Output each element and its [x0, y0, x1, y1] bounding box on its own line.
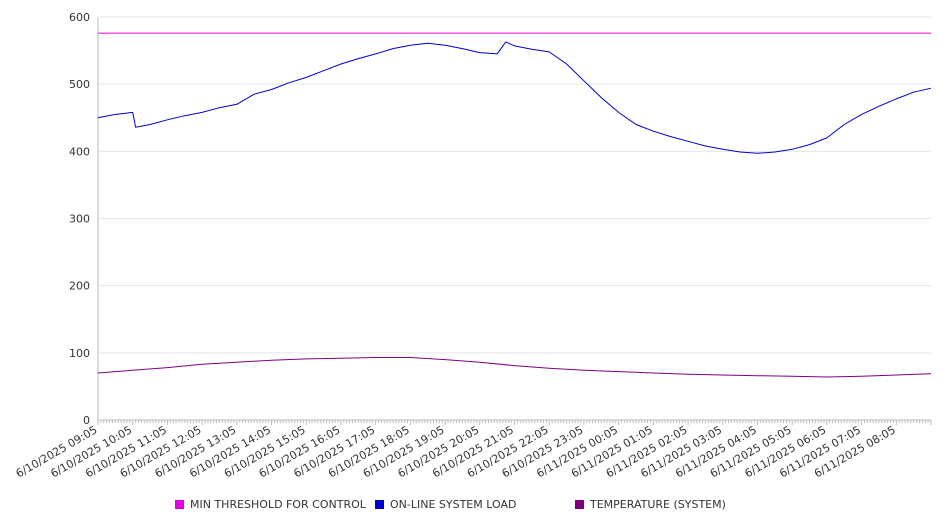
x-tick-labels: 6/10/2025 09:056/10/2025 10:056/10/2025 …	[14, 423, 898, 480]
axes	[97, 17, 932, 425]
legend-swatch-temperature	[575, 500, 584, 509]
y-tick-label-500: 500	[69, 78, 90, 91]
y-tick-label-600: 600	[69, 11, 90, 24]
legend-label-min-threshold: MIN THRESHOLD FOR CONTROL	[190, 498, 366, 511]
y-tick-label-200: 200	[69, 280, 90, 293]
series-lines	[97, 32, 932, 378]
y-tick-label-300: 300	[69, 213, 90, 226]
legend-item-system-load[interactable]: ON-LINE SYSTEM LOAD	[375, 498, 516, 511]
grid-lines	[98, 16, 931, 354]
y-tick-label-100: 100	[69, 347, 90, 360]
legend-label-temperature: TEMPERATURE (SYSTEM)	[590, 498, 726, 511]
y-tick-label-400: 400	[69, 145, 90, 158]
legend-label-system-load: ON-LINE SYSTEM LOAD	[390, 498, 517, 511]
y-tick-label-0: 0	[83, 414, 90, 427]
legend-swatch-system-load	[375, 500, 384, 509]
y-tick-labels: 0 100 200 300 400 500 600	[69, 11, 90, 427]
series-line-temperature-system	[97, 357, 932, 378]
series-line-on-line-system-load	[97, 41, 932, 154]
legend-item-min-threshold[interactable]: MIN THRESHOLD FOR CONTROL	[175, 498, 366, 511]
legend-swatch-min-threshold	[175, 500, 184, 509]
legend-item-temperature[interactable]: TEMPERATURE (SYSTEM)	[575, 498, 726, 511]
chart-legend: MIN THRESHOLD FOR CONTROL ON-LINE SYSTEM…	[0, 498, 946, 514]
